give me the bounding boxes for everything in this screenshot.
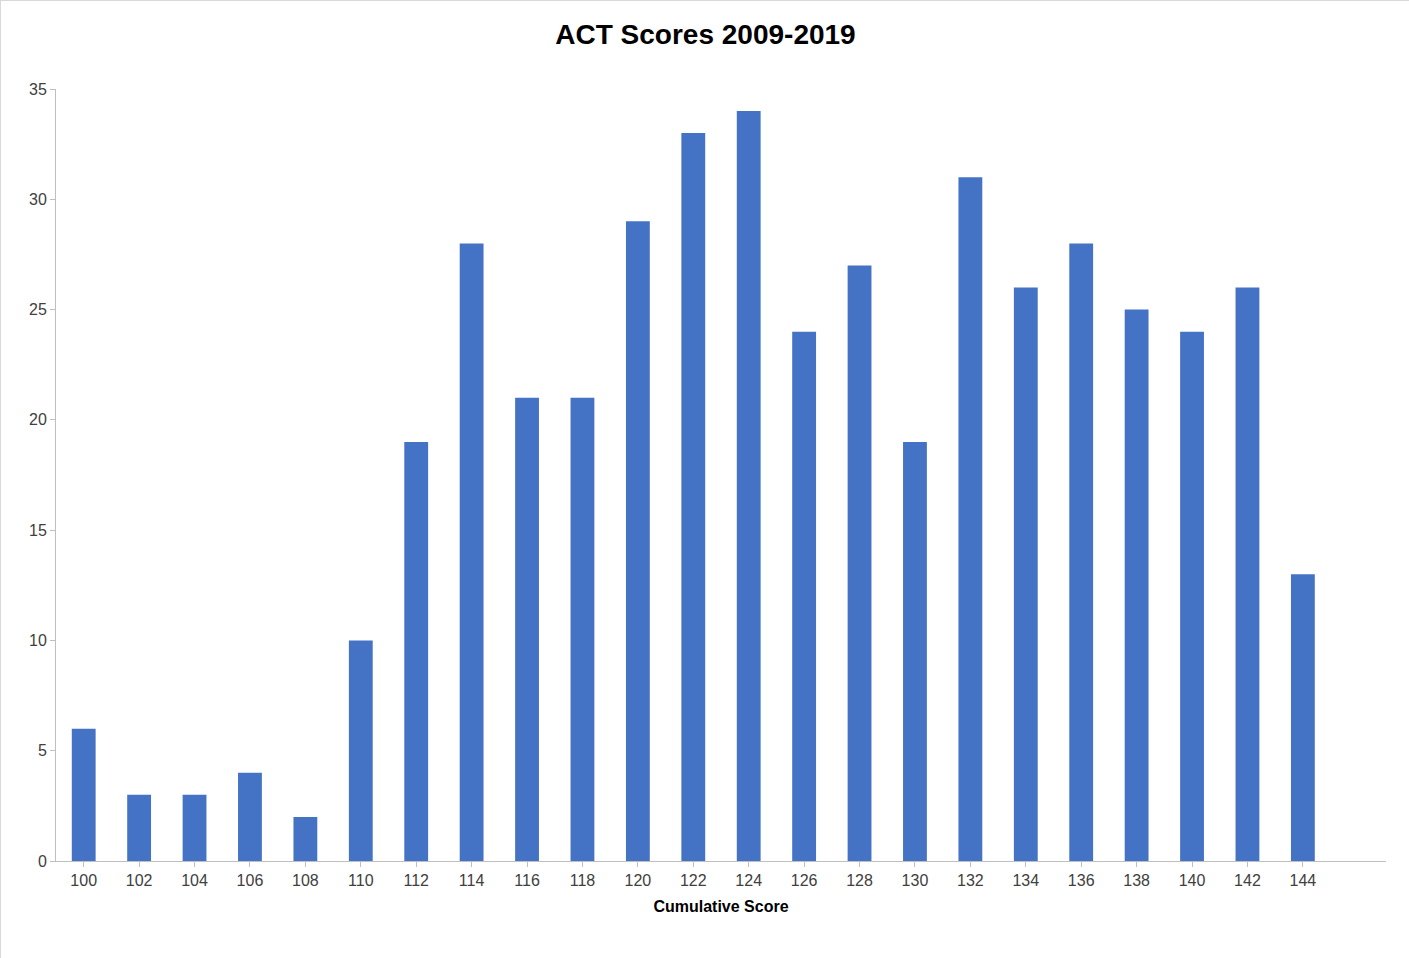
svg-text:122: 122	[680, 872, 707, 889]
svg-text:112: 112	[403, 872, 429, 889]
svg-text:102: 102	[126, 872, 153, 889]
svg-text:Cumulative Score: Cumulative Score	[653, 898, 788, 915]
svg-text:ACT Scores 2009-2019: ACT Scores 2009-2019	[555, 19, 855, 50]
svg-text:106: 106	[237, 872, 264, 889]
svg-text:138: 138	[1123, 872, 1150, 889]
svg-text:20: 20	[29, 411, 47, 428]
svg-text:132: 132	[957, 872, 984, 889]
svg-text:130: 130	[902, 872, 929, 889]
svg-text:35: 35	[29, 81, 47, 98]
svg-text:144: 144	[1290, 872, 1317, 889]
svg-text:118: 118	[570, 872, 596, 889]
svg-text:126: 126	[791, 872, 818, 889]
svg-text:116: 116	[514, 872, 540, 889]
svg-text:0: 0	[38, 853, 47, 870]
svg-text:100: 100	[70, 872, 97, 889]
svg-text:128: 128	[846, 872, 873, 889]
svg-text:120: 120	[625, 872, 652, 889]
svg-text:134: 134	[1012, 872, 1039, 889]
svg-text:30: 30	[29, 191, 47, 208]
svg-text:110: 110	[348, 872, 374, 889]
svg-text:15: 15	[29, 522, 47, 539]
svg-text:25: 25	[29, 301, 47, 318]
svg-text:108: 108	[292, 872, 319, 889]
svg-text:140: 140	[1179, 872, 1206, 889]
svg-text:124: 124	[735, 872, 762, 889]
svg-text:104: 104	[181, 872, 208, 889]
svg-text:142: 142	[1234, 872, 1261, 889]
svg-text:114: 114	[459, 872, 485, 889]
svg-text:5: 5	[38, 742, 47, 759]
svg-text:10: 10	[29, 632, 47, 649]
svg-text:136: 136	[1068, 872, 1095, 889]
